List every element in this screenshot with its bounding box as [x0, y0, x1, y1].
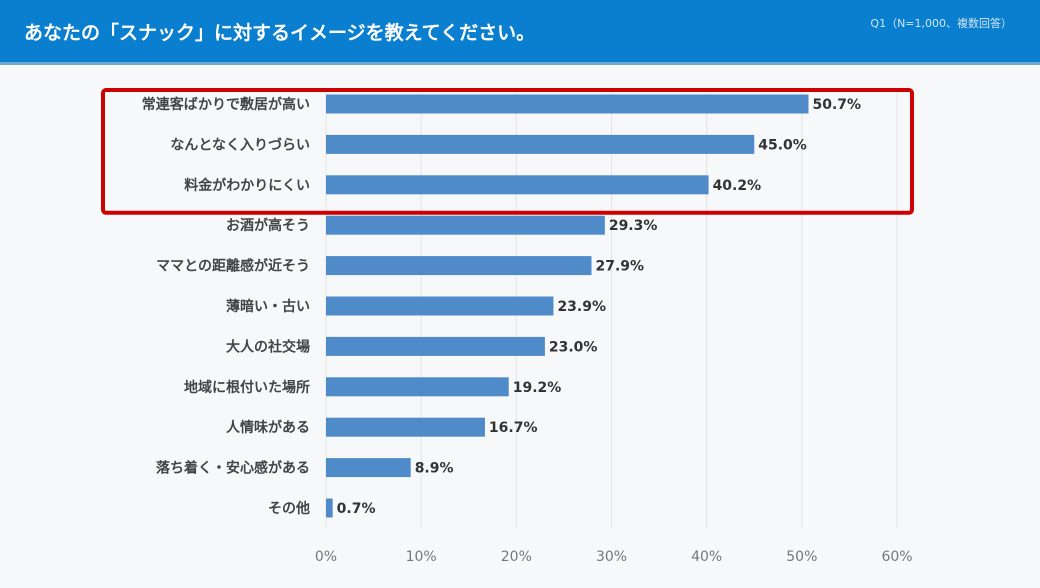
highlight-box — [101, 88, 914, 215]
category-label: 地域に根付いた場所 — [184, 379, 310, 396]
category-label: お酒が高そう — [226, 217, 310, 234]
value-label: 29.3% — [609, 218, 658, 234]
category-label: 大人の社交場 — [226, 338, 310, 355]
category-label: 人情味がある — [226, 419, 310, 436]
category-label: 落ち着く・安心感がある — [156, 460, 310, 477]
bar — [326, 94, 809, 114]
header-bar: あなたの「スナック」に対するイメージを教えてください。 Q1（N=1,000、複… — [0, 0, 1040, 65]
value-label: 23.9% — [557, 299, 606, 315]
value-label: 0.7% — [337, 501, 376, 517]
x-tick-label: 0% — [315, 549, 337, 565]
bar — [326, 336, 545, 356]
category-label: 薄暗い・古い — [226, 298, 310, 315]
bar — [326, 417, 485, 437]
page-title: あなたの「スナック」に対するイメージを教えてください。 — [24, 22, 536, 44]
category-label: なんとなく入りづらい — [170, 136, 310, 153]
value-label: 23.0% — [549, 339, 598, 355]
x-tick-label: 20% — [501, 549, 532, 565]
value-label: 50.7% — [812, 97, 861, 113]
bar — [326, 134, 755, 154]
x-tick-label: 60% — [881, 549, 912, 565]
value-label: 16.7% — [489, 420, 538, 436]
category-label: 常連客ばかりで敷居が高い — [142, 96, 310, 113]
survey-note: Q1（N=1,000、複数回答） — [870, 17, 1012, 30]
bar — [326, 175, 709, 195]
bar — [326, 377, 509, 397]
bar — [326, 498, 333, 518]
bar — [326, 458, 411, 478]
x-tick-label: 40% — [691, 549, 722, 565]
x-tick-label: 50% — [786, 549, 817, 565]
x-tick-label: 10% — [406, 549, 437, 565]
bar — [326, 215, 605, 235]
category-label: 料金がわかりにくい — [184, 177, 310, 194]
value-label: 45.0% — [758, 137, 807, 153]
category-label: ママとの距離感が近そう — [156, 258, 310, 275]
value-label: 27.9% — [596, 259, 645, 275]
value-label: 8.9% — [415, 461, 454, 477]
x-tick-label: 30% — [596, 549, 627, 565]
value-label: 40.2% — [713, 178, 762, 194]
category-label: その他 — [268, 500, 310, 517]
bar — [326, 296, 554, 316]
value-label: 19.2% — [513, 380, 562, 396]
bar — [326, 256, 592, 276]
